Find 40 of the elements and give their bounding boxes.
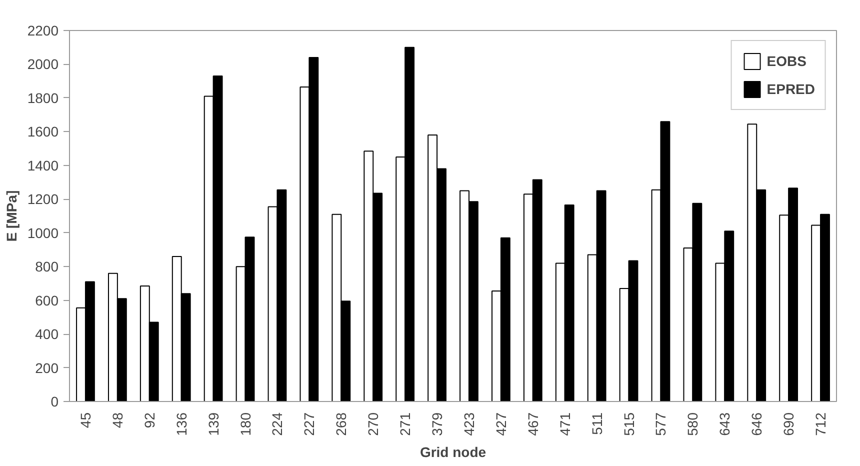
x-tick-label: 271 xyxy=(397,412,414,436)
x-tick-label: 45 xyxy=(77,412,94,428)
y-tick-label: 400 xyxy=(35,326,59,342)
x-tick-label: 224 xyxy=(269,412,286,436)
legend-label: EPRED xyxy=(766,81,815,97)
y-tick-label: 1400 xyxy=(27,157,59,174)
y-tick-label: 600 xyxy=(35,292,59,308)
x-tick-label: 227 xyxy=(301,412,318,436)
y-tick-label: 800 xyxy=(35,258,59,275)
x-tick-label: 646 xyxy=(748,412,765,436)
x-tick-label: 139 xyxy=(205,412,222,436)
y-tick-label: 0 xyxy=(50,394,59,410)
x-tick-label: 643 xyxy=(716,412,733,436)
x-tick-label: 379 xyxy=(429,412,446,436)
x-tick-label: 268 xyxy=(333,412,350,436)
y-tick-label: 2200 xyxy=(27,22,59,38)
x-tick-label: 577 xyxy=(652,412,669,436)
x-tick-label: 511 xyxy=(588,412,605,435)
x-tick-label: 712 xyxy=(812,412,829,436)
x-tick-label: 180 xyxy=(237,412,254,436)
x-tick-label: 136 xyxy=(173,412,190,436)
x-tick-label: 580 xyxy=(684,412,701,436)
x-axis-title: Grid node xyxy=(420,444,486,460)
y-tick-label: 2000 xyxy=(27,56,59,72)
y-tick-label: 1000 xyxy=(27,224,59,241)
x-tick-label: 92 xyxy=(141,412,158,428)
y-tick-label: 1600 xyxy=(27,124,59,140)
y-tick-label: 200 xyxy=(35,360,59,376)
x-tick-label: 690 xyxy=(780,412,797,436)
x-tick-label: 423 xyxy=(460,412,477,436)
y-tick-label: 1200 xyxy=(27,191,59,208)
x-tick-label: 515 xyxy=(620,412,637,436)
x-tick-label: 471 xyxy=(556,412,573,436)
x-tick-label: 427 xyxy=(492,412,509,436)
x-tick-label: 48 xyxy=(109,412,126,428)
y-tick-label: 1800 xyxy=(27,90,59,106)
x-tick-label: 467 xyxy=(524,412,541,436)
legend-label: EOBS xyxy=(766,53,806,69)
x-tick-label: 270 xyxy=(365,412,382,436)
y-axis-title: E [MPa] xyxy=(3,190,20,242)
